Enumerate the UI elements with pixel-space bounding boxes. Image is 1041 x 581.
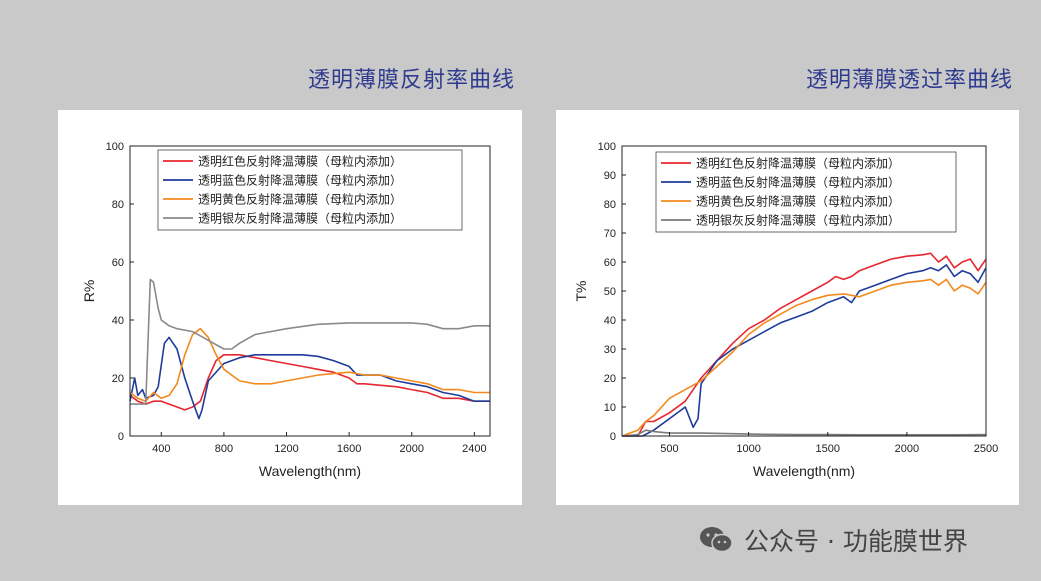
wechat-icon: [700, 527, 733, 553]
reflectance-chart-panel: 0 20 40 60 80 100 400 800 1200 1600 2000 2400 Wavele…: [58, 110, 522, 505]
legend-label-3: 透明银灰反射降温薄膜（母粒内添加）: [198, 211, 402, 226]
series-line-0: [622, 252, 987, 437]
y-axis-label: T%: [573, 281, 589, 302]
x-tick-label: 1500: [815, 443, 839, 455]
legend-label-1: 透明蓝色反射降温薄膜（母粒内添加）: [696, 175, 900, 190]
y-tick-label: 50: [604, 286, 616, 298]
y-axis-label: R%: [81, 280, 97, 303]
y-tick-label: 40: [604, 315, 616, 327]
transmittance-chart: 0 10 20 30 40 50 60 70 80 90 100 500 1000 1500 2000 250…: [573, 141, 998, 479]
x-tick-label: 2400: [462, 443, 486, 455]
y-tick-label: 10: [604, 402, 616, 414]
y-tick-label: 0: [118, 431, 124, 443]
y-tick-label: 60: [604, 257, 616, 269]
series-line-3: [130, 278, 490, 405]
x-tick-label: 1600: [337, 443, 361, 455]
y-tick-label: 80: [604, 199, 616, 211]
y-tick-label: 70: [604, 228, 616, 240]
legend-label-0: 透明红色反射降温薄膜（母粒内添加）: [198, 154, 402, 169]
legend-label-0: 透明红色反射降温薄膜（母粒内添加）: [696, 156, 900, 171]
x-tick-label: 1200: [274, 443, 298, 455]
y-tick-label: 60: [112, 257, 124, 269]
y-tick-label: 30: [604, 344, 616, 356]
legend-box: [655, 151, 957, 233]
y-tick-label: 0: [610, 431, 616, 443]
reflectance-chart: 0 20 40 60 80 100 400 800 1200 1600 2000 2400 Wavele…: [81, 141, 491, 479]
x-tick-label: 500: [660, 443, 678, 455]
y-tick-label: 90: [604, 170, 616, 182]
plot-frame: [129, 145, 491, 437]
x-tick-label: 800: [215, 443, 233, 455]
y-tick-label: 20: [112, 373, 124, 385]
transmittance-chart-panel: 0 10 20 30 40 50 60 70 80 90 100 500 1000 1500 2000 250…: [556, 110, 1019, 505]
y-tick-label: 100: [106, 141, 124, 153]
x-tick-label: 2000: [895, 443, 919, 455]
y-tick-label: 80: [112, 199, 124, 211]
legend-label-3: 透明银灰反射降温薄膜（母粒内添加）: [696, 213, 900, 228]
legend-label-2: 透明黄色反射降温薄膜（母粒内添加）: [198, 192, 402, 207]
reflectance-chart-title: 透明薄膜反射率曲线: [308, 68, 516, 93]
legend-label-1: 透明蓝色反射降温薄膜（母粒内添加）: [198, 173, 402, 188]
watermark-text: 公众号 · 功能膜世界: [744, 527, 968, 556]
series-line-0: [129, 354, 490, 411]
legend-box: [157, 149, 463, 231]
transmittance-chart-title: 透明薄膜透过率曲线: [806, 68, 1014, 93]
x-tick-label: 2000: [399, 443, 423, 455]
x-axis-label: Wavelength(nm): [753, 463, 855, 479]
y-tick-label: 40: [112, 315, 124, 327]
x-tick-label: 400: [152, 443, 170, 455]
series-line-2: [129, 327, 490, 403]
legend-label-2: 透明黄色反射降温薄膜（母粒内添加）: [696, 194, 900, 209]
series-line-1: [129, 336, 490, 420]
x-tick-label: 2500: [974, 443, 998, 455]
series-line-2: [621, 278, 987, 437]
series-line-3: [621, 429, 987, 437]
x-axis-label: Wavelength(nm): [259, 463, 361, 479]
watermark: 公众号 · 功能膜世界: [698, 520, 968, 560]
y-tick-label: 20: [604, 373, 616, 385]
y-tick-label: 100: [598, 141, 616, 153]
x-tick-label: 1000: [736, 443, 760, 455]
series-line-1: [622, 264, 987, 437]
